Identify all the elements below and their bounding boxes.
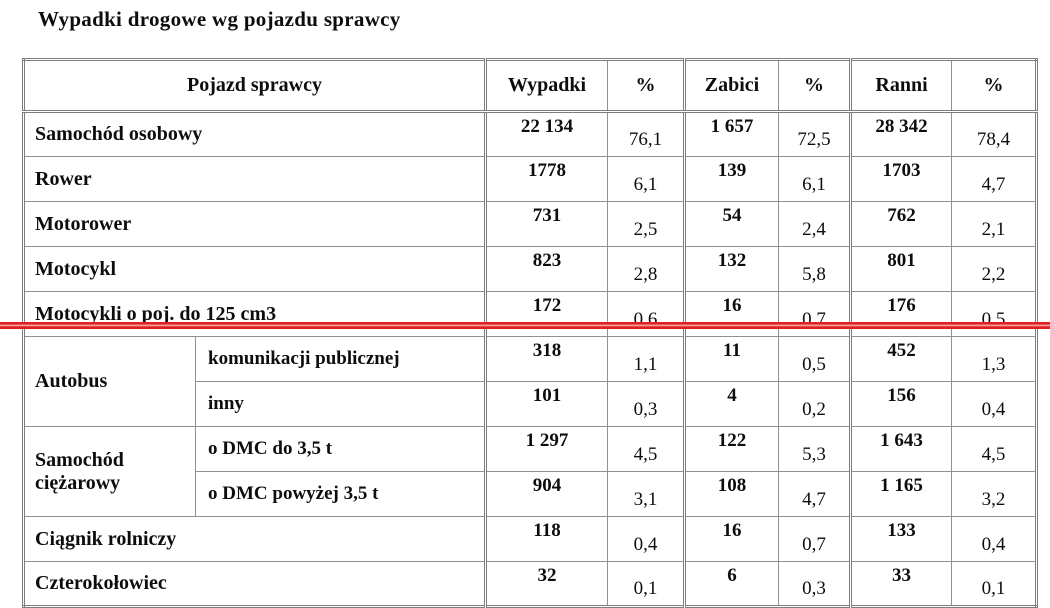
vehicle-variant-cell: komunikacji publicznej (194, 336, 487, 382)
percent-cell: 1,3 (951, 336, 1038, 382)
vehicle-name-cell: Motocykl (22, 246, 487, 292)
col-header-accidents: Wypadki (484, 59, 609, 113)
percent-cell: 4,7 (778, 471, 852, 517)
vehicle-name-cell: Ciągnik rolniczy (22, 516, 487, 562)
percent-cell: 4,5 (607, 426, 686, 472)
count-cell: 1 657 (683, 111, 780, 157)
count-cell: 318 (484, 336, 609, 382)
count-cell: 16 (683, 516, 780, 562)
col-header-injured: Ranni (849, 59, 953, 113)
percent-cell: 76,1 (607, 111, 686, 157)
accidents-by-vehicle-table: Pojazd sprawcy Wypadki % Zabici % Ranni … (22, 58, 1039, 608)
vehicle-group-cell: Samochód ciężarowy (23, 426, 196, 517)
vehicle-variant-cell: inny (194, 381, 487, 427)
col-header-killed: Zabici (683, 59, 780, 113)
count-cell: 1 297 (484, 426, 609, 472)
count-cell: 108 (683, 471, 780, 517)
table-row: Autobus komunikacji publicznej 318 1,1 11 0,5… (23, 336, 1038, 427)
percent-cell: 2,2 (951, 246, 1038, 292)
count-cell: 32 (484, 561, 609, 607)
percent-cell: 0,3 (607, 381, 686, 427)
count-cell: 1778 (484, 156, 609, 202)
count-cell: 118 (484, 516, 609, 562)
percent-cell: 2,4 (778, 201, 852, 247)
vehicle-variant-cell: o DMC powyżej 3,5 t (194, 471, 487, 517)
vehicle-group-cell: Autobus (23, 336, 196, 427)
col-header-percent-killed: % (778, 59, 852, 113)
table-row: Motocykli o poj. do 125 cm3 172 0,6 16 0,7 17… (22, 291, 1038, 337)
count-cell: 6 (683, 561, 780, 607)
percent-cell: 3,1 (607, 471, 686, 517)
vehicle-name-cell: Motocykli o poj. do 125 cm3 (22, 291, 487, 337)
count-cell: 139 (683, 156, 780, 202)
count-cell: 156 (849, 381, 953, 427)
percent-cell: 4,7 (951, 156, 1038, 202)
percent-cell: 0,2 (778, 381, 852, 427)
count-cell: 176 (849, 291, 953, 337)
table-row: Motorower 731 2,5 54 2,4 762 2,1 (22, 201, 1038, 247)
percent-cell: 0,4 (951, 516, 1038, 562)
percent-cell: 0,3 (778, 561, 852, 607)
percent-cell: 2,8 (607, 246, 686, 292)
count-cell: 762 (849, 201, 953, 247)
percent-cell: 0,6 (607, 291, 686, 337)
percent-cell: 72,5 (778, 111, 852, 157)
count-cell: 4 (683, 381, 780, 427)
count-cell: 1 165 (849, 471, 953, 517)
count-cell: 801 (849, 246, 953, 292)
percent-cell: 78,4 (951, 111, 1038, 157)
count-cell: 172 (484, 291, 609, 337)
count-cell: 731 (484, 201, 609, 247)
table-row: Motocykl 823 2,8 132 5,8 801 2,2 (22, 246, 1038, 292)
percent-cell: 2,5 (607, 201, 686, 247)
percent-cell: 4,5 (951, 426, 1038, 472)
table-row: Ciągnik rolniczy 118 0,4 16 0,7 133 0,4 (22, 516, 1038, 562)
count-cell: 11 (683, 336, 780, 382)
percent-cell: 1,1 (607, 336, 686, 382)
percent-cell: 0,4 (607, 516, 686, 562)
percent-cell: 2,1 (951, 201, 1038, 247)
percent-cell: 0,5 (778, 336, 852, 382)
percent-cell: 5,8 (778, 246, 852, 292)
vehicle-variant-cell: o DMC do 3,5 t (194, 426, 487, 472)
count-cell: 28 342 (849, 111, 953, 157)
percent-cell: 0,1 (951, 561, 1038, 607)
count-cell: 101 (484, 381, 609, 427)
percent-cell: 0,7 (778, 516, 852, 562)
col-header-vehicle: Pojazd sprawcy (22, 59, 487, 113)
table-row: Samochód osobowy 22 134 76,1 1 657 72,5 28 34… (22, 111, 1038, 157)
vehicle-name-cell: Samochód osobowy (22, 111, 487, 157)
table-row: o DMC powyżej 3,5 t 904 3,1 108 4,7 1 165 3,2 (24, 471, 1038, 517)
table-row: Rower 1778 6,1 139 6,1 1703 4,7 (22, 156, 1038, 202)
count-cell: 1703 (849, 156, 953, 202)
red-annotation-line (0, 322, 1050, 329)
percent-cell: 0,7 (778, 291, 852, 337)
count-cell: 823 (484, 246, 609, 292)
percent-cell: 0,1 (607, 561, 686, 607)
percent-cell: 3,2 (951, 471, 1038, 517)
vehicle-name-cell: Motorower (22, 201, 487, 247)
percent-cell: 5,3 (778, 426, 852, 472)
page-title: Wypadki drogowe wg pojazdu sprawcy (38, 7, 401, 31)
count-cell: 132 (683, 246, 780, 292)
count-cell: 54 (683, 201, 780, 247)
percent-cell: 0,4 (951, 381, 1038, 427)
count-cell: 22 134 (484, 111, 609, 157)
percent-cell: 6,1 (778, 156, 852, 202)
count-cell: 16 (683, 291, 780, 337)
percent-cell: 6,1 (607, 156, 686, 202)
vehicle-name-cell: Rower (22, 156, 487, 202)
header-row: Pojazd sprawcy Wypadki % Zabici % Ranni … (22, 59, 1038, 113)
percent-cell: 0,5 (951, 291, 1038, 337)
count-cell: 133 (849, 516, 953, 562)
count-cell: 904 (484, 471, 609, 517)
table-row: inny 101 0,3 4 0,2 156 0,4 (24, 381, 1038, 427)
count-cell: 1 643 (849, 426, 953, 472)
col-header-percent-injured: % (951, 59, 1038, 113)
col-header-percent-accidents: % (607, 59, 686, 113)
count-cell: 452 (849, 336, 953, 382)
count-cell: 122 (683, 426, 780, 472)
